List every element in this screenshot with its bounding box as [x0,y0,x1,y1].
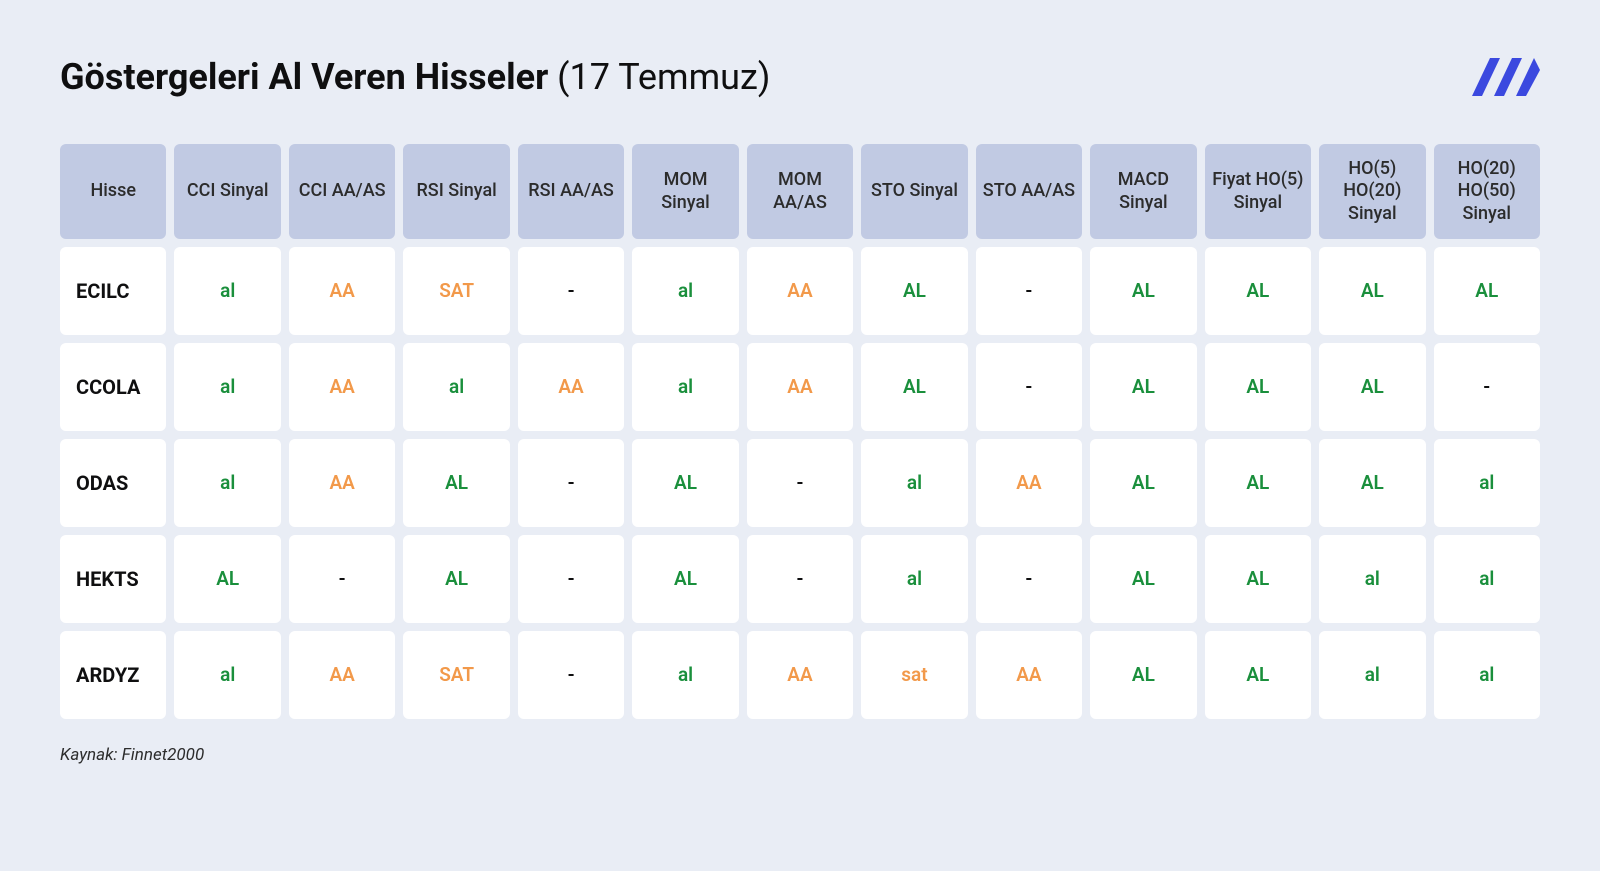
signal-cell: al [1319,535,1425,623]
signal-cell: - [518,631,624,719]
signal-cell: AL [1090,247,1196,335]
signal-cell: al [632,247,738,335]
column-header: CCI Sinyal [174,144,280,239]
stock-name-cell: ODAS [60,439,166,527]
signal-cell: AL [1090,439,1196,527]
signal-cell: AL [1319,247,1425,335]
signal-cell: AA [976,631,1082,719]
table-row: ECILCalAASAT-alAAAL-ALALALAL [60,247,1540,335]
signal-cell: AL [1205,343,1311,431]
page-title: Göstergeleri Al Veren Hisseler (17 Temmu… [60,56,770,98]
signal-cell: AA [289,439,395,527]
signal-cell: al [174,247,280,335]
signal-cell: - [976,535,1082,623]
signal-cell: AA [289,631,395,719]
signal-cell: al [632,343,738,431]
signal-cell: AL [1205,439,1311,527]
source-attribution: Kaynak: Finnet2000 [60,745,1540,765]
signal-cell: SAT [403,631,509,719]
signal-cell: al [174,343,280,431]
signal-cell: AA [747,631,853,719]
signal-cell: al [632,631,738,719]
signal-cell: al [1434,535,1540,623]
signal-cell: AA [747,343,853,431]
title-bold: Göstergeleri Al Veren Hisseler [60,56,548,98]
signal-cell: AL [1434,247,1540,335]
signal-cell: AL [1319,343,1425,431]
signal-cell: AL [1205,631,1311,719]
signal-cell: AL [1090,343,1196,431]
signal-cell: AL [1205,535,1311,623]
table-row: HEKTSAL-AL-AL-al-ALALalal [60,535,1540,623]
stock-name-cell: ECILC [60,247,166,335]
signal-cell: SAT [403,247,509,335]
page-header: Göstergeleri Al Veren Hisseler (17 Temmu… [60,50,1540,104]
signal-cell: al [861,535,967,623]
column-header: HO(20) HO(50) Sinyal [1434,144,1540,239]
signal-cell: AL [174,535,280,623]
column-header: RSI Sinyal [403,144,509,239]
signal-cell: AL [1090,535,1196,623]
column-header: STO Sinyal [861,144,967,239]
brand-logo-icon [1470,50,1540,104]
column-header: STO AA/AS [976,144,1082,239]
signal-cell: AA [518,343,624,431]
signal-cell: - [976,343,1082,431]
signal-cell: - [289,535,395,623]
signal-cell: AL [632,439,738,527]
column-header: MACD Sinyal [1090,144,1196,239]
signal-cell: al [861,439,967,527]
signal-cell: - [747,535,853,623]
column-header: HO(5) HO(20) Sinyal [1319,144,1425,239]
signal-cell: AA [289,247,395,335]
table-row: ARDYZalAASAT-alAAsatAAALALalal [60,631,1540,719]
signal-cell: AL [403,535,509,623]
signal-cell: AL [403,439,509,527]
table-row: CCOLAalAAalAAalAAAL-ALALAL- [60,343,1540,431]
table-header-row: HisseCCI SinyalCCI AA/ASRSI SinyalRSI AA… [60,144,1540,239]
signal-cell: AA [976,439,1082,527]
signal-cell: al [174,439,280,527]
signal-cell: al [1434,439,1540,527]
signal-cell: AL [1205,247,1311,335]
table-row: ODASalAAAL-AL-alAAALALALal [60,439,1540,527]
signal-cell: - [747,439,853,527]
signal-table: HisseCCI SinyalCCI AA/ASRSI SinyalRSI AA… [60,144,1540,719]
stock-name-cell: ARDYZ [60,631,166,719]
signal-cell: - [518,439,624,527]
signal-cell: AL [861,247,967,335]
title-date: (17 Temmuz) [548,56,770,98]
stock-name-cell: CCOLA [60,343,166,431]
signal-cell: - [976,247,1082,335]
column-header: Hisse [60,144,166,239]
signal-cell: al [174,631,280,719]
signal-cell: AA [289,343,395,431]
signal-cell: al [1319,631,1425,719]
signal-cell: - [518,247,624,335]
signal-cell: - [518,535,624,623]
signal-cell: AA [747,247,853,335]
signal-cell: AL [1319,439,1425,527]
column-header: MOM Sinyal [632,144,738,239]
column-header: RSI AA/AS [518,144,624,239]
column-header: CCI AA/AS [289,144,395,239]
signal-cell: - [1434,343,1540,431]
column-header: Fiyat HO(5) Sinyal [1205,144,1311,239]
signal-cell: AL [632,535,738,623]
signal-cell: al [1434,631,1540,719]
column-header: MOM AA/AS [747,144,853,239]
signal-cell: al [403,343,509,431]
signal-cell: AL [861,343,967,431]
signal-cell: AL [1090,631,1196,719]
signal-cell: sat [861,631,967,719]
stock-name-cell: HEKTS [60,535,166,623]
